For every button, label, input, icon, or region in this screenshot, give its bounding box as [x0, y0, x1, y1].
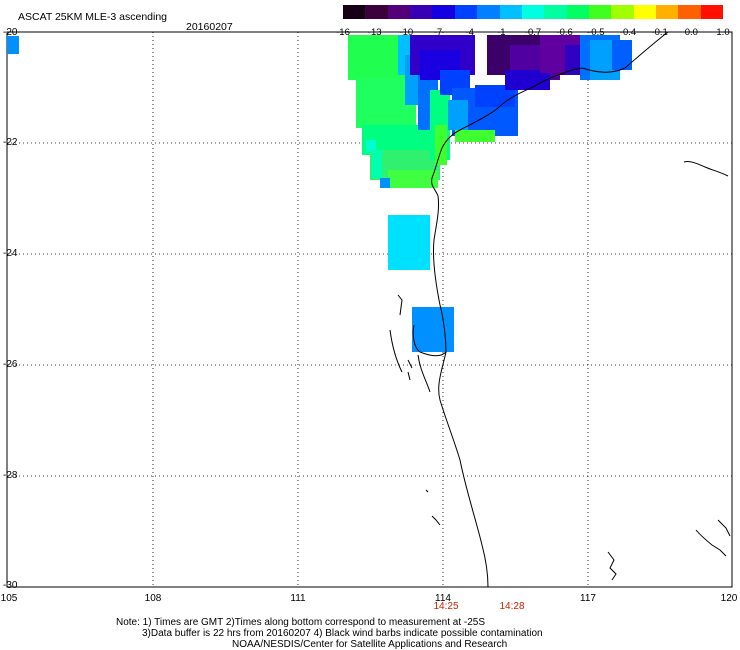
colorbar-tick-label: -16: [336, 27, 350, 38]
colorbar-tick-label: -0.5: [588, 27, 605, 38]
colorbar-segment: [499, 5, 522, 19]
colorbar-tick-label: -0.4: [619, 27, 637, 38]
colorbar-tick-label: 0.0: [684, 27, 698, 38]
lon-label: 111: [290, 593, 306, 604]
lon-label: 108: [144, 593, 162, 604]
lat-label: -20: [3, 27, 18, 38]
colorbar-segment: [588, 5, 612, 19]
lat-label: -30: [3, 580, 18, 591]
colorbar-tick-label: -4: [465, 27, 474, 38]
colorbar-segment: [432, 5, 455, 19]
colorbar-segment: [566, 5, 589, 19]
colorbar-tick-label: -0.1: [651, 27, 668, 38]
lat-label: -22: [3, 137, 18, 148]
colorbar-tick-label: -0.7: [524, 27, 542, 38]
colorbar-segment: [343, 5, 366, 19]
lon-label: 120: [720, 593, 738, 604]
wind-swath: [7, 35, 632, 352]
chart-title: ASCAT 25KM MLE-3 ascending: [18, 11, 168, 23]
colorbar-segment: [700, 5, 724, 19]
colorbar-tick-label: -13: [367, 27, 382, 38]
colorbar: [343, 5, 724, 19]
colorbar-segment: [611, 5, 634, 19]
colorbar-segment: [365, 5, 388, 19]
chart-date: 20160207: [186, 21, 233, 33]
time-label: 14:28: [499, 601, 525, 612]
note-line-1: Note: 1) Times are GMT 2)Times along bot…: [116, 617, 486, 628]
lon-label: 117: [580, 593, 596, 604]
colorbar-segment: [477, 5, 500, 19]
colorbar-segment: [544, 5, 567, 19]
colorbar-tick-label: -1: [497, 27, 506, 38]
colorbar-segment: [410, 5, 433, 19]
colorbar-tick-label: -0.6: [556, 27, 573, 38]
lon-label: 105: [0, 593, 18, 604]
plot-frame: [6, 31, 733, 588]
colorbar-tick-label: -7: [433, 27, 443, 38]
colorbar-segment: [656, 5, 679, 19]
colorbar-segment: [678, 5, 701, 19]
lon-label: 114: [435, 593, 451, 604]
time-label: 14:25: [433, 601, 459, 612]
colorbar-segment: [633, 5, 657, 19]
coastline: [389, 31, 731, 588]
note-line-3: NOAA/NESDIS/Center for Satellite Applica…: [232, 639, 508, 650]
lat-label: -26: [3, 359, 18, 370]
note-line-2: 3)Data buffer is 22 hrs from 20160207 4)…: [142, 628, 543, 639]
colorbar-segment: [387, 5, 411, 19]
colorbar-tick-label: -10: [399, 27, 414, 38]
colorbar-segment: [454, 5, 478, 19]
colorbar-segment: [521, 5, 545, 19]
colorbar-tick-label: 1.0: [716, 27, 730, 38]
lat-label: -28: [3, 470, 18, 481]
lat-label: -24: [3, 248, 18, 259]
